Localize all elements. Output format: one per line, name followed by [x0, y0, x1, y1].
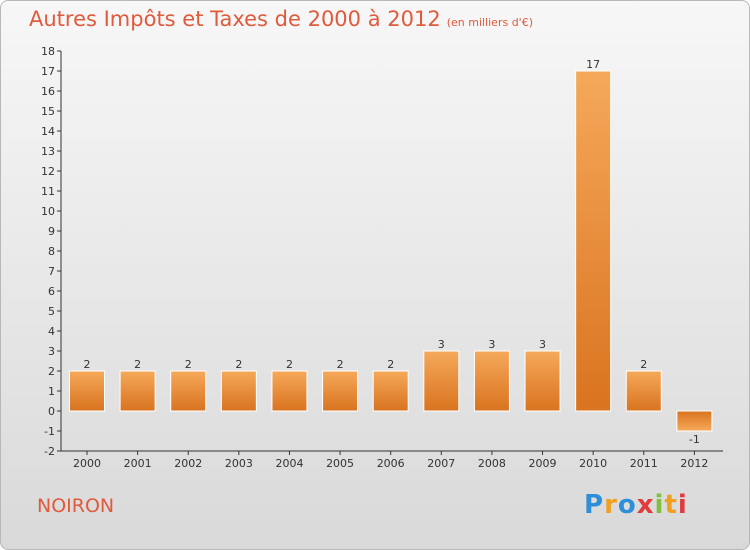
y-tick-label: 5	[48, 305, 55, 318]
x-tick-label-2008: 2008	[478, 457, 506, 470]
value-label-2006: 2	[387, 358, 394, 371]
bar-2011	[625, 370, 662, 412]
value-label-2003: 2	[235, 358, 242, 371]
chart-title: Autres Impôts et Taxes de 2000 à 2012 (en…	[29, 7, 533, 31]
y-tick-label: -2	[44, 445, 55, 458]
x-tick-label-2006: 2006	[377, 457, 405, 470]
y-tick-label: 0	[48, 405, 55, 418]
bar-2008	[473, 350, 510, 412]
x-tick-label-2009: 2009	[529, 457, 557, 470]
y-tick-label: 6	[48, 285, 55, 298]
logo-letter: i	[677, 490, 688, 520]
y-tick-label: 13	[41, 145, 55, 158]
value-label-2007: 3	[438, 338, 445, 351]
logo-letter: t	[664, 490, 678, 520]
y-tick-label: 11	[41, 185, 55, 198]
x-tick-label-2003: 2003	[225, 457, 253, 470]
bar-2000	[69, 370, 105, 412]
logo-letter: P	[584, 490, 605, 520]
bar-2002	[170, 370, 207, 412]
bars	[69, 70, 713, 432]
bar-2006	[372, 370, 409, 412]
x-tick-label-2000: 2000	[73, 457, 101, 470]
logo-letter: r	[604, 490, 618, 520]
x-tick-label-2012: 2012	[680, 457, 708, 470]
value-label-2009: 3	[539, 338, 546, 351]
logo-letter: o	[617, 490, 637, 520]
bar-2007	[423, 350, 460, 412]
logo-letter: i	[654, 490, 665, 520]
y-tick-label: 18	[41, 45, 55, 58]
x-tick-label-2011: 2011	[630, 457, 658, 470]
bar-2003	[220, 370, 257, 412]
value-label-2000: 2	[84, 358, 91, 371]
y-tick-label: 15	[41, 105, 55, 118]
value-label-2012: -1	[689, 433, 700, 446]
title-text: Autres Impôts et Taxes de 2000 à 2012	[29, 7, 441, 31]
bar-2009	[524, 350, 561, 412]
commune-name: NOIRON	[37, 495, 115, 517]
x-tick-label-2010: 2010	[579, 457, 607, 470]
x-tick-label-2005: 2005	[326, 457, 354, 470]
y-tick-label: 4	[48, 325, 55, 338]
value-label-2001: 2	[134, 358, 141, 371]
y-tick-label: 9	[48, 225, 55, 238]
logo-letter: x	[636, 490, 655, 520]
value-label-2010: 17	[586, 58, 600, 71]
y-tick-label: 2	[48, 365, 55, 378]
y-tick-label: -1	[44, 425, 55, 438]
proxiti-logo: Proxiti	[584, 490, 688, 520]
value-label-2002: 2	[185, 358, 192, 371]
value-label-2011: 2	[640, 358, 647, 371]
y-tick-label: 7	[48, 265, 55, 278]
y-tick-label: 8	[48, 245, 55, 258]
x-tick-label-2004: 2004	[275, 457, 303, 470]
y-tick-label: 17	[41, 65, 55, 78]
value-labels: 2 2 2 2 2 2 2 3 3 3 17 2 -1	[84, 58, 700, 446]
value-label-2008: 3	[488, 338, 495, 351]
y-tick-label: 3	[48, 345, 55, 358]
bar-2004	[271, 370, 308, 412]
bar-2005	[322, 370, 359, 412]
x-tick-label-2001: 2001	[124, 457, 152, 470]
chart-subtitle: (en milliers d'€)	[446, 16, 533, 29]
bar-2001	[119, 370, 156, 412]
x-tick-label-2002: 2002	[174, 457, 202, 470]
y-tick-label: 1	[48, 385, 55, 398]
value-label-2005: 2	[337, 358, 344, 371]
x-tick-label-2007: 2007	[427, 457, 455, 470]
value-label-2004: 2	[286, 358, 293, 371]
y-tick-label: 10	[41, 205, 55, 218]
bar-2010	[575, 70, 612, 412]
y-tick-label: 14	[41, 125, 55, 138]
y-tick-label: 16	[41, 85, 55, 98]
y-tick-label: 12	[41, 165, 55, 178]
bar-2012	[676, 410, 713, 432]
